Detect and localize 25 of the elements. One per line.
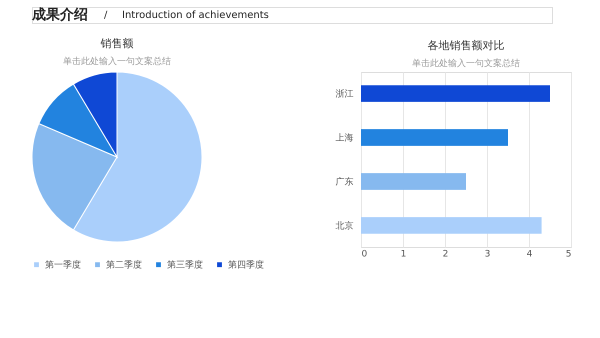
bar — [361, 129, 508, 146]
text: Introduction of achievements — [122, 10, 269, 21]
chart-subtitle: 单击此处输入一句文案总结 — [412, 58, 520, 69]
y-tick-label: 北京 — [336, 220, 354, 232]
chart-title: 各地销售额对比 — [428, 39, 504, 52]
bar — [361, 85, 550, 102]
y-tick-label: 上海 — [336, 132, 354, 144]
legend-label: 第二季度 — [106, 260, 142, 271]
y-tick-label: 浙江 — [336, 88, 354, 100]
x-tick-label: 4 — [526, 250, 533, 260]
text: 成果介绍 — [31, 7, 88, 23]
x-tick-label: 2 — [442, 250, 448, 260]
x-tick-label: 1 — [400, 250, 406, 260]
x-tick-label: 5 — [566, 250, 572, 260]
y-tick-label: 广东 — [336, 176, 354, 188]
x-tick-label: 3 — [484, 250, 490, 260]
legend-label: 第三季度 — [167, 260, 203, 271]
chart-title: 销售额 — [100, 37, 134, 50]
chart-subtitle: 单击此处输入一句文案总结 — [63, 56, 171, 67]
text: / — [104, 10, 108, 21]
bar — [361, 173, 466, 190]
x-tick-label: 0 — [362, 250, 368, 260]
bar — [361, 217, 542, 234]
legend-label: 第四季度 — [228, 260, 264, 271]
legend-label: 第一季度 — [45, 260, 81, 271]
